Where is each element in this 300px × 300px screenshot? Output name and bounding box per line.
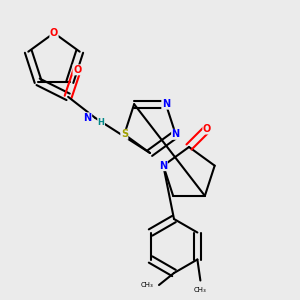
Text: S: S [121, 129, 128, 139]
Text: N: N [172, 129, 180, 139]
Text: CH₃: CH₃ [194, 286, 207, 292]
Text: CH₃: CH₃ [140, 282, 153, 288]
Text: O: O [73, 65, 81, 75]
Text: N: N [84, 113, 92, 123]
Text: N: N [162, 99, 170, 109]
Text: H: H [98, 118, 105, 127]
Text: O: O [203, 124, 211, 134]
Text: O: O [50, 28, 58, 38]
Text: N: N [159, 161, 167, 171]
